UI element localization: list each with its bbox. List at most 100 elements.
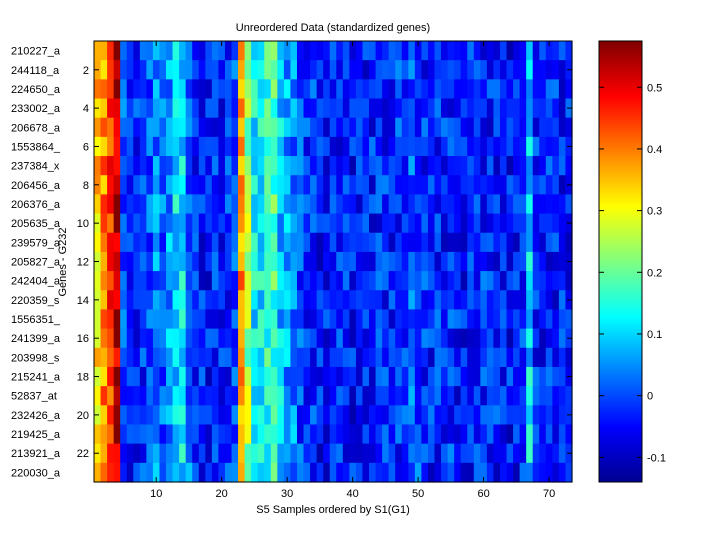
heatmap-cell <box>139 328 147 349</box>
heatmap-cell <box>277 194 285 215</box>
heatmap-cell <box>388 79 396 100</box>
heatmap-cell <box>493 232 501 253</box>
heatmap-cell <box>126 328 134 349</box>
heatmap-cell <box>441 251 449 272</box>
heatmap-cell <box>506 424 514 445</box>
heatmap-cell <box>257 117 265 138</box>
heatmap-cell <box>270 213 278 234</box>
heatmap-cell <box>414 462 422 483</box>
heatmap-cell <box>336 443 344 464</box>
heatmap-cell <box>146 405 154 426</box>
heatmap-cell <box>264 156 272 176</box>
heatmap-cell <box>499 405 508 426</box>
heatmap-cell <box>532 41 540 61</box>
heatmap-cell <box>238 156 246 176</box>
heatmap-cell <box>107 251 115 272</box>
heatmap-cell <box>447 60 455 80</box>
heatmap-cell <box>447 271 455 291</box>
heatmap-cell <box>139 156 147 176</box>
heatmap-cell <box>486 271 495 291</box>
heatmap-cell <box>526 213 534 234</box>
heatmap-cell <box>126 117 134 138</box>
heatmap-cell <box>257 98 265 119</box>
heatmap-cell <box>349 386 357 406</box>
heatmap-cell <box>277 98 285 119</box>
heatmap-cell <box>185 347 193 368</box>
heatmap-cell <box>565 79 573 100</box>
heatmap-cell <box>486 424 495 445</box>
heatmap-cell <box>264 136 272 157</box>
heatmap-cell <box>369 405 377 426</box>
heatmap-cell <box>323 156 331 176</box>
heatmap-cell <box>257 213 265 234</box>
heatmap-cell <box>224 443 233 464</box>
heatmap-cell <box>401 194 409 215</box>
heatmap-cell <box>506 232 514 253</box>
heatmap-cell <box>244 462 252 483</box>
heatmap-cell <box>231 405 239 426</box>
heatmap-cell <box>152 156 161 176</box>
heatmap-cell <box>421 232 429 253</box>
heatmap-cell <box>519 290 527 311</box>
heatmap-cell <box>532 309 540 330</box>
heatmap-cell <box>251 271 259 291</box>
heatmap-cell <box>120 79 128 100</box>
heatmap-cell <box>473 251 481 272</box>
heatmap-cell <box>224 271 233 291</box>
heatmap-cell <box>139 405 147 426</box>
heatmap-cell <box>113 290 121 311</box>
heatmap-cell <box>506 175 514 195</box>
heatmap-cell <box>185 443 193 464</box>
heatmap-cell <box>296 347 305 368</box>
heatmap-cell <box>421 175 429 195</box>
heatmap-cell <box>146 232 154 253</box>
heatmap-cell <box>152 194 161 215</box>
heatmap-cell <box>441 424 449 445</box>
heatmap-cell <box>283 213 292 234</box>
heatmap-cell <box>493 156 501 176</box>
heatmap-cell <box>467 156 475 176</box>
heatmap-cell <box>192 271 200 291</box>
heatmap-cell <box>349 156 357 176</box>
heatmap-cell <box>133 213 141 234</box>
heatmap-cell <box>441 328 449 349</box>
y-tick-label: 20 <box>77 410 89 422</box>
heatmap-cell <box>552 175 560 195</box>
heatmap-cell <box>126 251 134 272</box>
heatmap-cell <box>310 213 318 234</box>
heatmap-cell <box>303 136 311 157</box>
heatmap-cell <box>218 136 226 157</box>
heatmap-cell <box>369 251 377 272</box>
heatmap-cell <box>303 232 311 253</box>
heatmap-cell <box>486 462 495 483</box>
heatmap-cell <box>185 232 193 253</box>
heatmap-cell <box>369 194 377 215</box>
heatmap-cell <box>434 424 442 445</box>
heatmap-cell <box>349 309 357 330</box>
heatmap-cell <box>480 424 488 445</box>
heatmap-cell <box>375 290 383 311</box>
heatmap-cell <box>133 271 141 291</box>
heatmap-cell <box>231 156 239 176</box>
heatmap-cell <box>224 194 233 215</box>
heatmap-cell <box>185 405 193 426</box>
heatmap-cell <box>447 290 455 311</box>
heatmap-cell <box>270 232 278 253</box>
heatmap-cell <box>427 213 436 234</box>
heatmap-cell <box>382 213 390 234</box>
heatmap-cell <box>513 41 521 61</box>
heatmap-cell <box>100 213 108 234</box>
heatmap-cell <box>388 251 396 272</box>
heatmap-cell <box>565 194 573 215</box>
heatmap-cell <box>467 41 475 61</box>
heatmap-cell <box>401 41 409 61</box>
x-tick-label: 40 <box>347 488 359 500</box>
heatmap-cell <box>323 117 331 138</box>
heatmap-cell <box>166 424 174 445</box>
heatmap-cell <box>441 136 449 157</box>
heatmap-cell <box>434 271 442 291</box>
heatmap-cell <box>545 117 553 138</box>
heatmap-cell <box>467 386 475 406</box>
heatmap-cell <box>152 271 161 291</box>
heatmap-cell <box>539 156 547 176</box>
